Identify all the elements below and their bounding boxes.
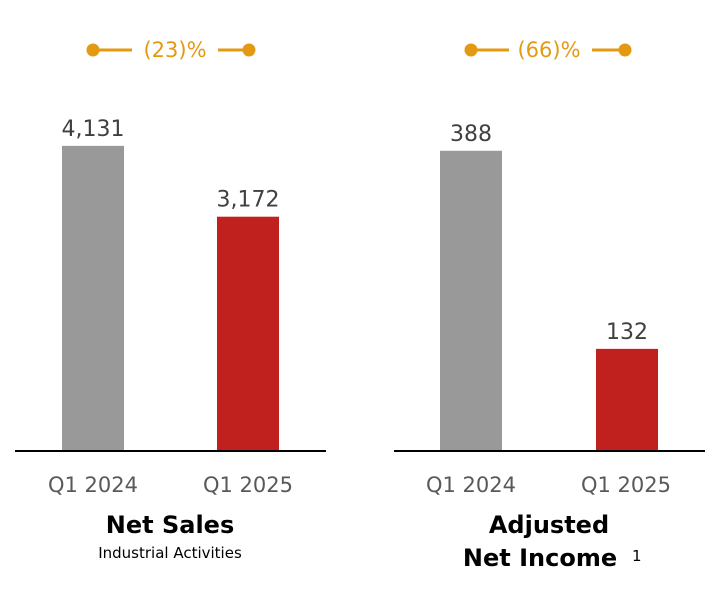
adjusted-net-income-change-dot-left xyxy=(464,43,478,57)
net-sales-tick-q1-2024: Q1 2024 xyxy=(48,473,138,497)
adjusted-net-income-tick-q1-2025: Q1 2025 xyxy=(581,473,671,497)
adjusted-net-income-footnote-marker: 1 xyxy=(632,547,642,565)
adjusted-net-income-value-label-q1-2025: 132 xyxy=(606,320,648,345)
net-sales-chart: (23)% 4,131 3,172 Q1 2024 Q1 2025 Net Sa… xyxy=(15,38,326,562)
net-sales-title: Net Sales xyxy=(106,511,234,539)
net-sales-change-indicator: (23)% xyxy=(86,38,256,62)
net-sales-change-dot-right xyxy=(242,43,256,57)
adjusted-net-income-change-indicator: (66)% xyxy=(464,38,632,62)
adjusted-net-income-change-label: (66)% xyxy=(517,38,580,62)
adjusted-net-income-chart: (66)% 388 132 Q1 2024 Q1 2025 Adjusted N… xyxy=(394,38,705,572)
net-sales-bar-q1-2024 xyxy=(62,145,124,451)
adjusted-net-income-title-line1: Adjusted xyxy=(489,511,609,539)
adjusted-net-income-tick-q1-2024: Q1 2024 xyxy=(426,473,516,497)
net-sales-bar-q1-2025 xyxy=(217,216,279,451)
adjusted-net-income-title-line2: Net Income xyxy=(463,544,617,572)
adjusted-net-income-value-label-q1-2024: 388 xyxy=(450,122,492,147)
net-sales-tick-q1-2025: Q1 2025 xyxy=(203,473,293,497)
adjusted-net-income-bar-q1-2024 xyxy=(440,150,502,451)
adjusted-net-income-bar-q1-2025 xyxy=(596,348,658,451)
net-sales-value-label-q1-2025: 3,172 xyxy=(217,188,280,213)
adjusted-net-income-change-dot-right xyxy=(618,43,632,57)
net-sales-value-label-q1-2024: 4,131 xyxy=(62,117,125,142)
net-sales-change-label: (23)% xyxy=(143,38,206,62)
net-sales-change-dot-left xyxy=(86,43,100,57)
net-sales-subtitle: Industrial Activities xyxy=(98,544,242,562)
